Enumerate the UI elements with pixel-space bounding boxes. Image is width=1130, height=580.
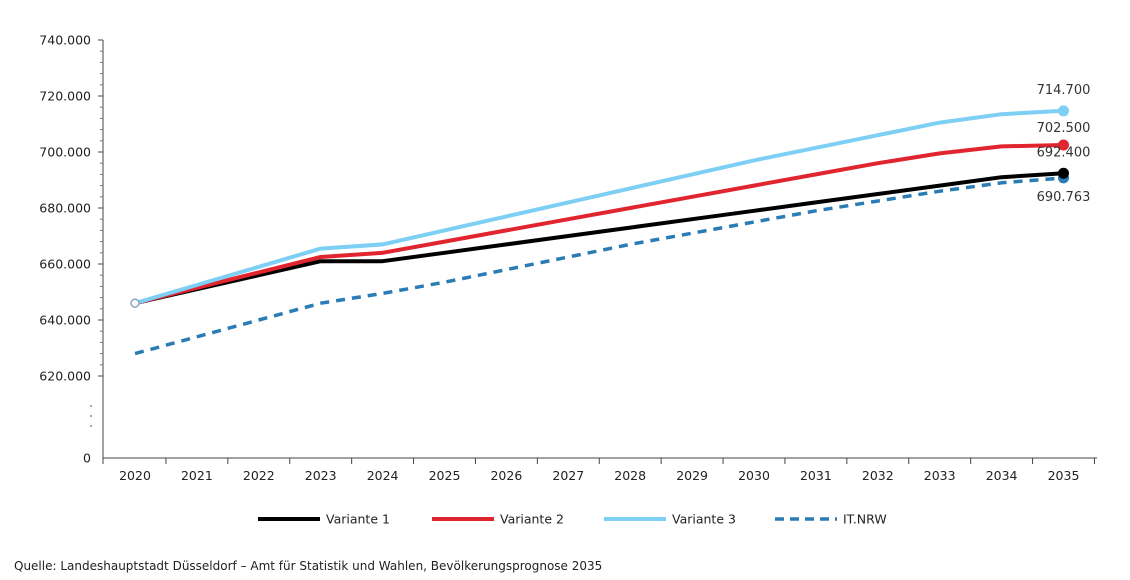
data-label-variante-1: 692.400 (1037, 145, 1091, 160)
x-tick-label: 2027 (552, 468, 584, 483)
legend-label: Variante 1 (326, 512, 390, 527)
axis-break-dot (90, 415, 92, 417)
data-label-it-nrw: 690.763 (1037, 190, 1091, 205)
x-tick-label: 2022 (243, 468, 275, 483)
y-tick-label: 680.000 (39, 201, 91, 216)
y-tick-label: 700.000 (39, 145, 91, 160)
legend: Variante 1 Variante 2 Variante 3 IT.NRW (258, 512, 887, 527)
end-point-variante-1 (1058, 167, 1069, 179)
x-tick-label: 2032 (862, 468, 894, 483)
data-label-variante-2: 702.500 (1037, 121, 1091, 136)
x-tick-label: 2031 (800, 468, 832, 483)
y-tick-label: 660.000 (39, 257, 91, 272)
x-tick-label: 2023 (305, 468, 337, 483)
x-tick-label: 2033 (924, 468, 956, 483)
x-tick-label: 2028 (614, 468, 646, 483)
y-tick-label: 720.000 (39, 89, 91, 104)
axis-break-dot (90, 425, 92, 427)
y-tick-label: 640.000 (39, 313, 91, 328)
x-tick-label: 2020 (119, 468, 151, 483)
y-tick-label: 0 (83, 451, 91, 466)
y-tick-label: 620.000 (39, 369, 91, 384)
source-note: Quelle: Landeshauptstadt Düsseldorf – Am… (14, 559, 603, 573)
end-labels: 692.400 702.500 714.700 690.763 (1037, 83, 1091, 205)
axis-break-dot (90, 405, 92, 407)
start-point (130, 298, 140, 308)
x-tick-label: 2026 (490, 468, 522, 483)
x-tick-label: 2030 (738, 468, 770, 483)
end-point-variante-2 (1058, 139, 1069, 151)
y-tick-label: 740.000 (39, 33, 91, 48)
legend-label: Variante 3 (672, 512, 736, 527)
x-tick-label: 2034 (986, 468, 1018, 483)
x-tick-label: 2024 (367, 468, 399, 483)
series-line-variante-2 (133, 143, 1066, 306)
axes: 740.000 720.000 700.000 680.000 660.000 640.0… (39, 33, 1097, 483)
series-line-variante-3 (133, 108, 1066, 306)
x-tick-label: 2025 (429, 468, 461, 483)
legend-label: IT.NRW (843, 512, 887, 527)
x-tick-label: 2021 (181, 468, 213, 483)
legend-label: Variante 2 (500, 512, 564, 527)
series-layer (130, 105, 1069, 356)
series-line-variante-1 (133, 171, 1066, 306)
series-line-it-nrw (134, 176, 1064, 356)
data-label-variante-3: 714.700 (1037, 83, 1091, 98)
x-tick-label: 2035 (1048, 468, 1080, 483)
x-tick-label: 2029 (676, 468, 708, 483)
end-point-variante-3 (1058, 105, 1069, 117)
